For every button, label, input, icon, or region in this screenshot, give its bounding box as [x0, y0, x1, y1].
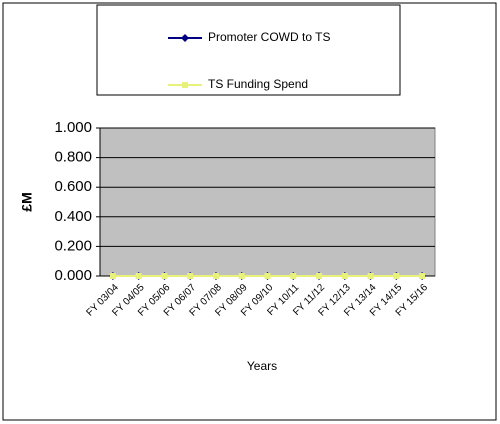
point-marker [187, 273, 194, 279]
y-tick-label: 0.400 [54, 208, 92, 225]
point-marker [238, 273, 245, 279]
legend-marker [181, 34, 189, 42]
point-marker [161, 273, 168, 279]
point-marker [316, 273, 323, 279]
x-axis-title: Years [247, 359, 277, 373]
y-tick-label: 0.800 [54, 149, 92, 166]
plot-area [99, 127, 436, 277]
y-tick-label: 0.000 [54, 267, 92, 284]
point-marker [135, 273, 142, 279]
legend-label: TS Funding Spend [208, 77, 308, 91]
legend-marker [182, 82, 188, 88]
point-marker [367, 273, 374, 279]
point-marker [212, 273, 219, 279]
point-marker [393, 273, 400, 279]
legend-label: Promoter COWD to TS [208, 30, 330, 44]
y-axis-title: £M [19, 192, 35, 211]
point-marker [341, 273, 348, 279]
legend-box [96, 4, 401, 96]
point-marker [264, 273, 271, 279]
y-tick-label: 1.000 [54, 119, 92, 136]
y-tick-label: 0.200 [54, 237, 92, 254]
point-marker [290, 273, 297, 279]
point-marker [109, 273, 116, 279]
y-tick-label: 0.600 [54, 178, 92, 195]
point-marker [419, 273, 426, 279]
